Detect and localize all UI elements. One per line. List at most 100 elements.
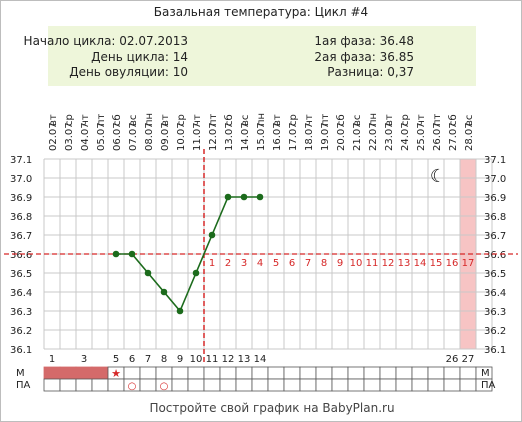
menses-cell[interactable] <box>427 366 445 380</box>
menses-cell[interactable] <box>267 366 285 380</box>
pa-cell[interactable] <box>59 378 77 392</box>
menses-cell[interactable] <box>155 366 173 380</box>
date-label: 18.07 <box>304 122 315 151</box>
date-label: 05.07 <box>96 122 107 151</box>
cycle-day-label: 26 <box>446 354 459 365</box>
menses-cell[interactable] <box>411 366 429 380</box>
menses-cell[interactable] <box>363 366 381 380</box>
menses-cell[interactable] <box>315 366 333 380</box>
y-tick-right: 36.3 <box>484 307 506 318</box>
temperature-point[interactable] <box>208 231 216 239</box>
cycle-day-label: 3 <box>81 354 87 365</box>
menses-cell-filled[interactable] <box>59 366 77 380</box>
footer-link[interactable]: Постройте свой график на BabyPlan.ru <box>149 401 394 415</box>
pa-cell[interactable] <box>187 378 205 392</box>
y-tick-right: 37.0 <box>484 174 506 185</box>
menses-cell[interactable] <box>299 366 317 380</box>
pa-cell[interactable] <box>443 378 461 392</box>
temperature-point[interactable] <box>112 250 120 258</box>
menses-cell[interactable] <box>443 366 461 380</box>
difference-line: Разница: 0,37 <box>327 65 414 79</box>
menses-cell[interactable] <box>203 366 221 380</box>
y-tick-left: 37.0 <box>10 174 32 185</box>
date-label: 11.07 <box>192 122 203 151</box>
pa-cell[interactable] <box>235 378 253 392</box>
cycle-info-panel <box>48 26 476 86</box>
temperature-point[interactable] <box>240 193 248 201</box>
pa-cell[interactable] <box>475 378 493 392</box>
y-tick-left: 36.8 <box>10 212 32 223</box>
pa-cell[interactable] <box>379 378 397 392</box>
pa-cell[interactable] <box>251 378 269 392</box>
pa-cell[interactable] <box>139 378 157 392</box>
weekday-label: ср <box>400 114 411 126</box>
date-label: 06.07 <box>112 122 123 151</box>
weekday-label: пн <box>368 113 379 126</box>
menses-cell[interactable] <box>379 366 397 380</box>
pa-cell[interactable] <box>43 378 61 392</box>
menses-cell[interactable] <box>219 366 237 380</box>
menses-cell[interactable] <box>331 366 349 380</box>
date-label: 24.07 <box>400 122 411 151</box>
pa-cell[interactable] <box>219 378 237 392</box>
pa-cell[interactable] <box>315 378 333 392</box>
menses-cell-filled[interactable] <box>91 366 109 380</box>
pa-cell[interactable] <box>75 378 93 392</box>
date-label: 16.07 <box>272 122 283 151</box>
weekday-label: ср <box>288 114 299 126</box>
date-label: 07.07 <box>128 122 139 151</box>
cycle-day-label: 7 <box>145 354 151 365</box>
pa-cell[interactable] <box>107 378 125 392</box>
menses-cell[interactable] <box>395 366 413 380</box>
pa-cell[interactable] <box>427 378 445 392</box>
menses-cell[interactable] <box>187 366 205 380</box>
date-label: 22.07 <box>368 122 379 151</box>
date-label: 20.07 <box>336 122 347 151</box>
y-tick-left: 36.6 <box>10 250 32 261</box>
weekday-label: пн <box>256 113 267 126</box>
pa-cell[interactable] <box>91 378 109 392</box>
temperature-point[interactable] <box>256 193 264 201</box>
phase-day-number: 4 <box>257 258 263 269</box>
menses-cell-filled[interactable] <box>43 366 61 380</box>
temperature-point[interactable] <box>160 288 168 296</box>
temperature-point[interactable] <box>144 269 152 277</box>
symptom-rows: ★ ○ ○ <box>43 366 493 392</box>
moon-icon: ☾ <box>430 166 446 187</box>
pa-cell[interactable] <box>299 378 317 392</box>
pa-cell[interactable] <box>459 378 477 392</box>
pa-cell[interactable] <box>411 378 429 392</box>
weekday-label: сб <box>112 114 123 126</box>
temperature-point[interactable] <box>128 250 136 258</box>
menses-cell[interactable] <box>235 366 253 380</box>
phase-day-number: 14 <box>414 258 427 269</box>
menses-cell[interactable] <box>459 366 477 380</box>
pa-cell[interactable] <box>267 378 285 392</box>
date-label: 13.07 <box>224 122 235 151</box>
pa-cell[interactable] <box>331 378 349 392</box>
temperature-point[interactable] <box>192 269 200 277</box>
pa-cell[interactable] <box>395 378 413 392</box>
date-label: 23.07 <box>384 122 395 151</box>
menses-cell[interactable] <box>123 366 141 380</box>
menses-cell-filled[interactable] <box>75 366 93 380</box>
pa-cell[interactable] <box>171 378 189 392</box>
menses-cell[interactable] <box>139 366 157 380</box>
menses-cell[interactable] <box>251 366 269 380</box>
temperature-point[interactable] <box>176 307 184 315</box>
y-tick-left: 36.4 <box>10 288 32 299</box>
pa-cell[interactable] <box>347 378 365 392</box>
temperature-point[interactable] <box>224 193 232 201</box>
weekday-label: чт <box>304 114 315 126</box>
pa-cell[interactable] <box>283 378 301 392</box>
y-tick-left: 36.3 <box>10 307 32 318</box>
pa-cell[interactable] <box>203 378 221 392</box>
menses-cell[interactable] <box>283 366 301 380</box>
pa-cell[interactable] <box>363 378 381 392</box>
row-label-pa-right: ПА <box>481 380 496 391</box>
weekday-label: вт <box>272 114 283 126</box>
weekday-label: вт <box>48 114 59 126</box>
menses-cell[interactable] <box>347 366 365 380</box>
menses-cell[interactable] <box>171 366 189 380</box>
date-label: 04.07 <box>80 122 91 151</box>
